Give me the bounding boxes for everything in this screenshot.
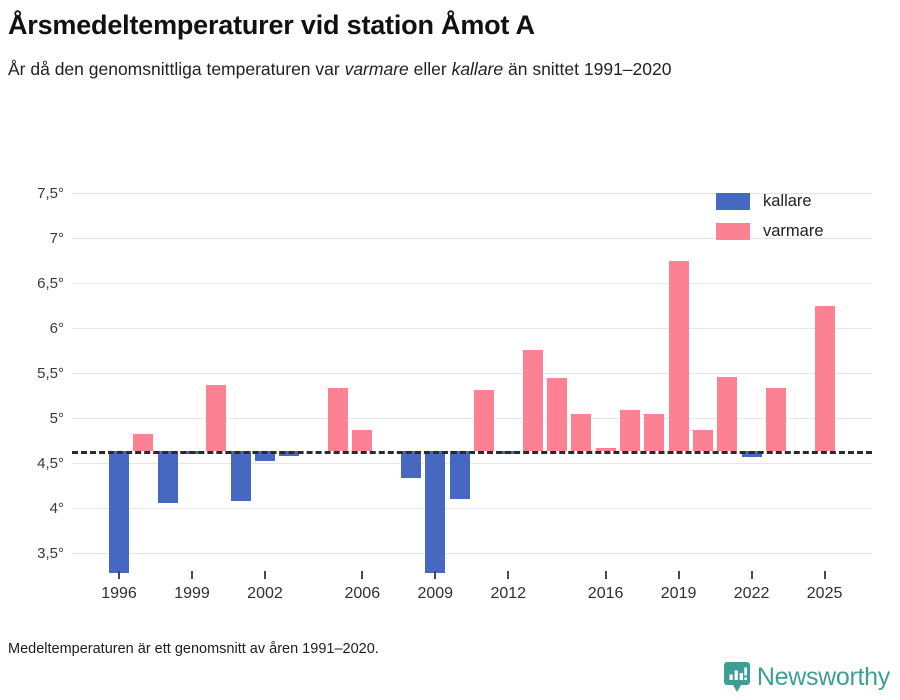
bar-2013[interactable] xyxy=(522,349,543,452)
y-axis-tick-label: 3,5° xyxy=(37,545,64,562)
y-axis-tick-label: 4° xyxy=(49,500,64,517)
subtitle-emphasis-kallare: kallare xyxy=(451,59,504,79)
gridline xyxy=(72,328,872,329)
gridline xyxy=(72,418,872,419)
subtitle-text-3: än snittet 1991–2020 xyxy=(503,59,672,79)
gridline xyxy=(72,508,872,509)
subtitle-text-2: eller xyxy=(408,59,452,79)
x-axis-tick xyxy=(604,571,607,579)
x-axis-tick-label: 2002 xyxy=(247,585,283,602)
x-axis-tick xyxy=(750,571,753,579)
bar-2018[interactable] xyxy=(644,414,665,452)
x-axis-tick xyxy=(190,571,193,579)
legend-swatch-cold xyxy=(716,192,750,210)
bar-1996[interactable] xyxy=(109,451,129,573)
y-axis-tick-label: 6° xyxy=(49,320,64,337)
legend-item-warm[interactable]: varmare xyxy=(716,216,824,246)
bar-2006[interactable] xyxy=(352,429,373,452)
bar-1998[interactable] xyxy=(157,451,178,503)
chart-header: Årsmedeltemperaturer vid station Åmot A … xyxy=(8,8,892,83)
x-axis-tick-label: 2019 xyxy=(660,585,697,602)
bar-2001[interactable] xyxy=(230,451,251,501)
gridline xyxy=(72,463,872,464)
x-axis-tick-label: 1999 xyxy=(174,585,210,602)
y-axis-tick-label: 5° xyxy=(49,410,64,427)
x-axis-tick xyxy=(677,571,680,579)
bar-2019[interactable] xyxy=(668,261,689,452)
gridline xyxy=(72,553,872,554)
x-axis-tick-label: 2012 xyxy=(490,585,527,602)
bar-2000[interactable] xyxy=(206,384,227,452)
y-axis-tick-label: 6,5° xyxy=(37,275,64,292)
x-axis-tick-label: 1996 xyxy=(101,585,137,602)
gridline xyxy=(72,193,872,194)
x-axis-tick-label: 2016 xyxy=(587,585,624,602)
bar-2011[interactable] xyxy=(473,390,494,452)
chart-footnote: Medeltemperaturen är ett genomsnitt av å… xyxy=(8,641,379,657)
x-axis-tick xyxy=(263,571,266,579)
legend-swatch-warm xyxy=(716,222,750,240)
chart-subtitle: År då den genomsnittliga temperaturen va… xyxy=(8,42,848,83)
newsworthy-brand[interactable]: Newsworthy xyxy=(723,662,890,692)
bar-1997[interactable] xyxy=(133,434,154,452)
bar-2015[interactable] xyxy=(571,414,592,452)
x-axis-tick xyxy=(823,571,826,579)
baseline-average-line xyxy=(72,451,872,455)
page-title: Årsmedeltemperaturer vid station Åmot A xyxy=(8,10,535,40)
bar-2008[interactable] xyxy=(400,451,421,479)
y-axis-tick-label: 5,5° xyxy=(37,365,64,382)
legend-item-cold[interactable]: kallare xyxy=(716,186,824,216)
y-axis-tick-label: 4,5° xyxy=(37,455,64,472)
bar-2014[interactable] xyxy=(546,377,567,452)
bar-2010[interactable] xyxy=(449,451,470,499)
x-axis-tick-label: 2025 xyxy=(806,585,843,602)
x-axis-tick xyxy=(118,571,120,579)
bar-2017[interactable] xyxy=(619,409,640,452)
legend-label: kallare xyxy=(763,191,812,210)
y-axis-tick-label: 7° xyxy=(49,230,64,247)
bar-2020[interactable] xyxy=(692,429,713,452)
x-axis-tick xyxy=(361,571,364,579)
chart-legend: kallare varmare xyxy=(716,186,824,246)
legend-label: varmare xyxy=(763,221,824,240)
bar-2005[interactable] xyxy=(327,388,348,452)
bar-2016[interactable] xyxy=(595,447,616,452)
x-axis-tick-label: 2022 xyxy=(733,585,770,602)
x-axis-tick-label: 2009 xyxy=(417,585,454,602)
x-axis-tick-label: 2006 xyxy=(344,585,381,602)
subtitle-text-1: År då den genomsnittliga temperaturen va… xyxy=(8,59,345,79)
bar-2002[interactable] xyxy=(254,451,275,462)
bar-2009[interactable] xyxy=(425,451,446,573)
gridline xyxy=(72,238,872,239)
x-axis-tick xyxy=(434,571,437,579)
gridline xyxy=(72,373,872,374)
brand-name: Newsworthy xyxy=(756,662,890,691)
bar-chart-pin-icon xyxy=(723,662,750,692)
y-axis-tick-label: 7,5° xyxy=(37,185,64,202)
bar-2023[interactable] xyxy=(765,388,786,452)
bar-2021[interactable] xyxy=(717,376,738,452)
subtitle-emphasis-varmare: varmare xyxy=(344,59,409,79)
gridline xyxy=(72,283,872,284)
bar-2025[interactable] xyxy=(814,305,835,452)
x-axis-tick xyxy=(507,571,510,579)
